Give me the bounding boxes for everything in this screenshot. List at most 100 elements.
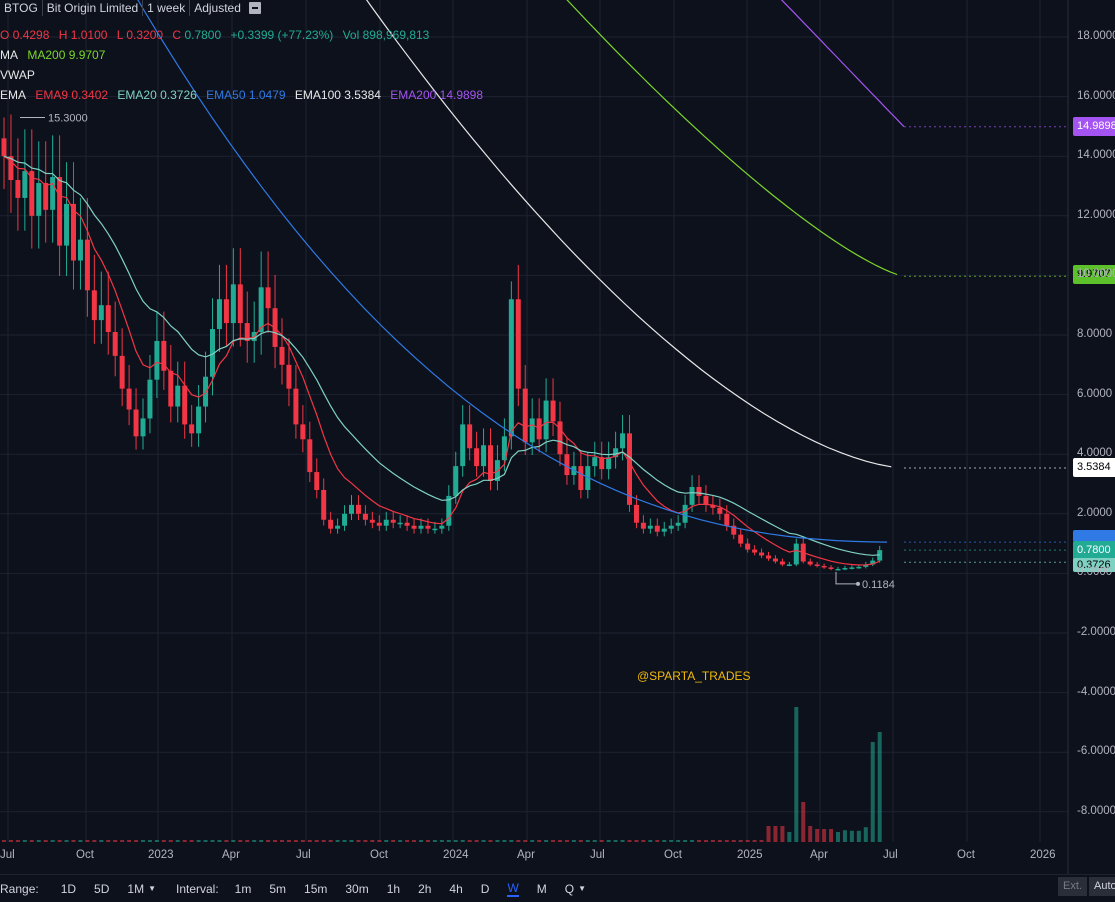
time-axis-tick: Jul <box>0 849 15 861</box>
candle-body <box>154 340 160 380</box>
volume-bar <box>398 840 403 842</box>
range-5d[interactable]: 5D <box>94 881 110 896</box>
interval-1m[interactable]: 1m <box>234 881 252 896</box>
candle-body <box>126 388 132 410</box>
candle-body <box>91 290 97 321</box>
extended-hours-button[interactable]: Ext. <box>1058 877 1087 896</box>
candle-body <box>307 439 313 473</box>
candle-body <box>244 323 250 341</box>
volume-bar <box>57 840 62 842</box>
range-1d[interactable]: 1D <box>60 881 77 896</box>
candle-body <box>418 525 424 529</box>
candle-body <box>703 495 709 505</box>
vwap-legend[interactable]: VWAP <box>0 67 35 83</box>
symbol-name[interactable]: Bit Origin Limited <box>43 0 144 16</box>
candle-body <box>133 409 139 437</box>
interval-q[interactable]: Q <box>564 881 575 896</box>
candle-body <box>467 424 473 449</box>
volume-label: Vol <box>342 28 360 42</box>
candle-body <box>613 448 619 458</box>
volume-bar <box>314 840 319 842</box>
volume-bar <box>488 840 493 842</box>
volume-bar <box>453 840 458 842</box>
volume-bar <box>530 840 535 842</box>
volume-bar <box>64 840 69 842</box>
price-axis-tick: 16.0000 <box>1077 89 1115 102</box>
close-label: C <box>172 28 182 42</box>
high-value: 1.0100 <box>70 28 108 42</box>
candle-body <box>682 504 688 523</box>
volume-bar <box>766 826 771 842</box>
list-icon[interactable] <box>248 2 261 14</box>
volume-bar <box>585 840 590 842</box>
ma-legend[interactable]: MA MA200 9.9707 <box>0 47 105 63</box>
volume-bar <box>571 840 576 842</box>
candle-body <box>230 284 236 324</box>
candle-body <box>216 299 222 330</box>
range-dropdown-icon[interactable]: ▼ <box>148 884 156 893</box>
interval-4h[interactable]: 4h <box>449 881 463 896</box>
candle-body <box>786 564 792 566</box>
candle-body <box>8 156 14 181</box>
high-label: H <box>58 28 68 42</box>
time-axis-tick: Jul <box>883 849 898 861</box>
volume-bar <box>36 840 41 842</box>
volume-bar <box>849 830 854 842</box>
time-axis-tick: Apr <box>222 849 240 861</box>
interval-5m[interactable]: 5m <box>269 881 287 896</box>
volume-bar <box>738 840 743 842</box>
volume-bar <box>822 829 827 842</box>
candle-body <box>870 560 876 565</box>
price-axis-tick: 18.0000 <box>1077 30 1115 42</box>
symbol-ticker[interactable]: BTOG <box>0 0 43 16</box>
adjust-label[interactable]: Adjusted <box>194 1 241 15</box>
time-axis-tick: 2025 <box>737 849 763 861</box>
candle-body <box>57 177 63 246</box>
volume-bar <box>384 840 389 842</box>
candle-body <box>432 528 438 531</box>
volume-bar <box>697 840 701 842</box>
interval-m[interactable]: M <box>536 881 547 896</box>
volume-bar <box>690 840 695 842</box>
candle-body <box>71 203 76 261</box>
volume-bar <box>127 840 132 842</box>
candle-body <box>50 177 56 210</box>
volume-bar <box>293 840 298 842</box>
ema-legend[interactable]: EMA EMA9 0.3402 EMA20 0.3726 EMA50 1.047… <box>0 87 483 103</box>
time-axis-tick: Oct <box>76 849 94 861</box>
volume-bar <box>252 840 257 842</box>
close-value: 0.7800 <box>184 28 222 42</box>
interval-d[interactable]: D <box>480 881 490 896</box>
time-axis-tick: 2023 <box>148 849 174 861</box>
volume-bar <box>676 840 681 842</box>
candle-body <box>1 138 7 157</box>
candle-body <box>828 567 834 569</box>
interval-15m[interactable]: 15m <box>304 881 328 896</box>
interval-w[interactable]: W <box>507 880 519 897</box>
volume-bar <box>564 840 569 842</box>
symbol-header: BTOG Bit Origin Limited 1 week Adjusted <box>0 0 261 16</box>
interval-2h[interactable]: 2h <box>418 881 432 896</box>
interval-1h[interactable]: 1h <box>386 881 401 896</box>
candle-body <box>508 299 514 437</box>
ema200-price-label: 14.9898 <box>1073 117 1115 136</box>
price-axis-tick: -2.0000 <box>1077 626 1115 638</box>
candle-body <box>501 436 507 461</box>
volume-bar <box>50 840 55 842</box>
volume-bar <box>349 840 354 842</box>
auto-scale-button[interactable]: Auto <box>1089 877 1115 896</box>
volume-bar <box>29 840 34 842</box>
volume-bar <box>22 840 27 842</box>
time-axis-tick: Jul <box>296 849 311 861</box>
interval-dropdown-icon[interactable]: ▼ <box>578 884 587 893</box>
interval-label[interactable]: 1 week <box>143 0 191 16</box>
interval-30m[interactable]: 30m <box>345 881 369 896</box>
volume-bar <box>870 742 875 842</box>
time-axis-tick: Apr <box>810 849 828 861</box>
candle-body <box>349 504 354 514</box>
range-1m[interactable]: 1M <box>127 881 145 896</box>
candle-body <box>842 568 848 570</box>
volume-bar <box>627 840 632 842</box>
volume-bar <box>168 840 173 842</box>
